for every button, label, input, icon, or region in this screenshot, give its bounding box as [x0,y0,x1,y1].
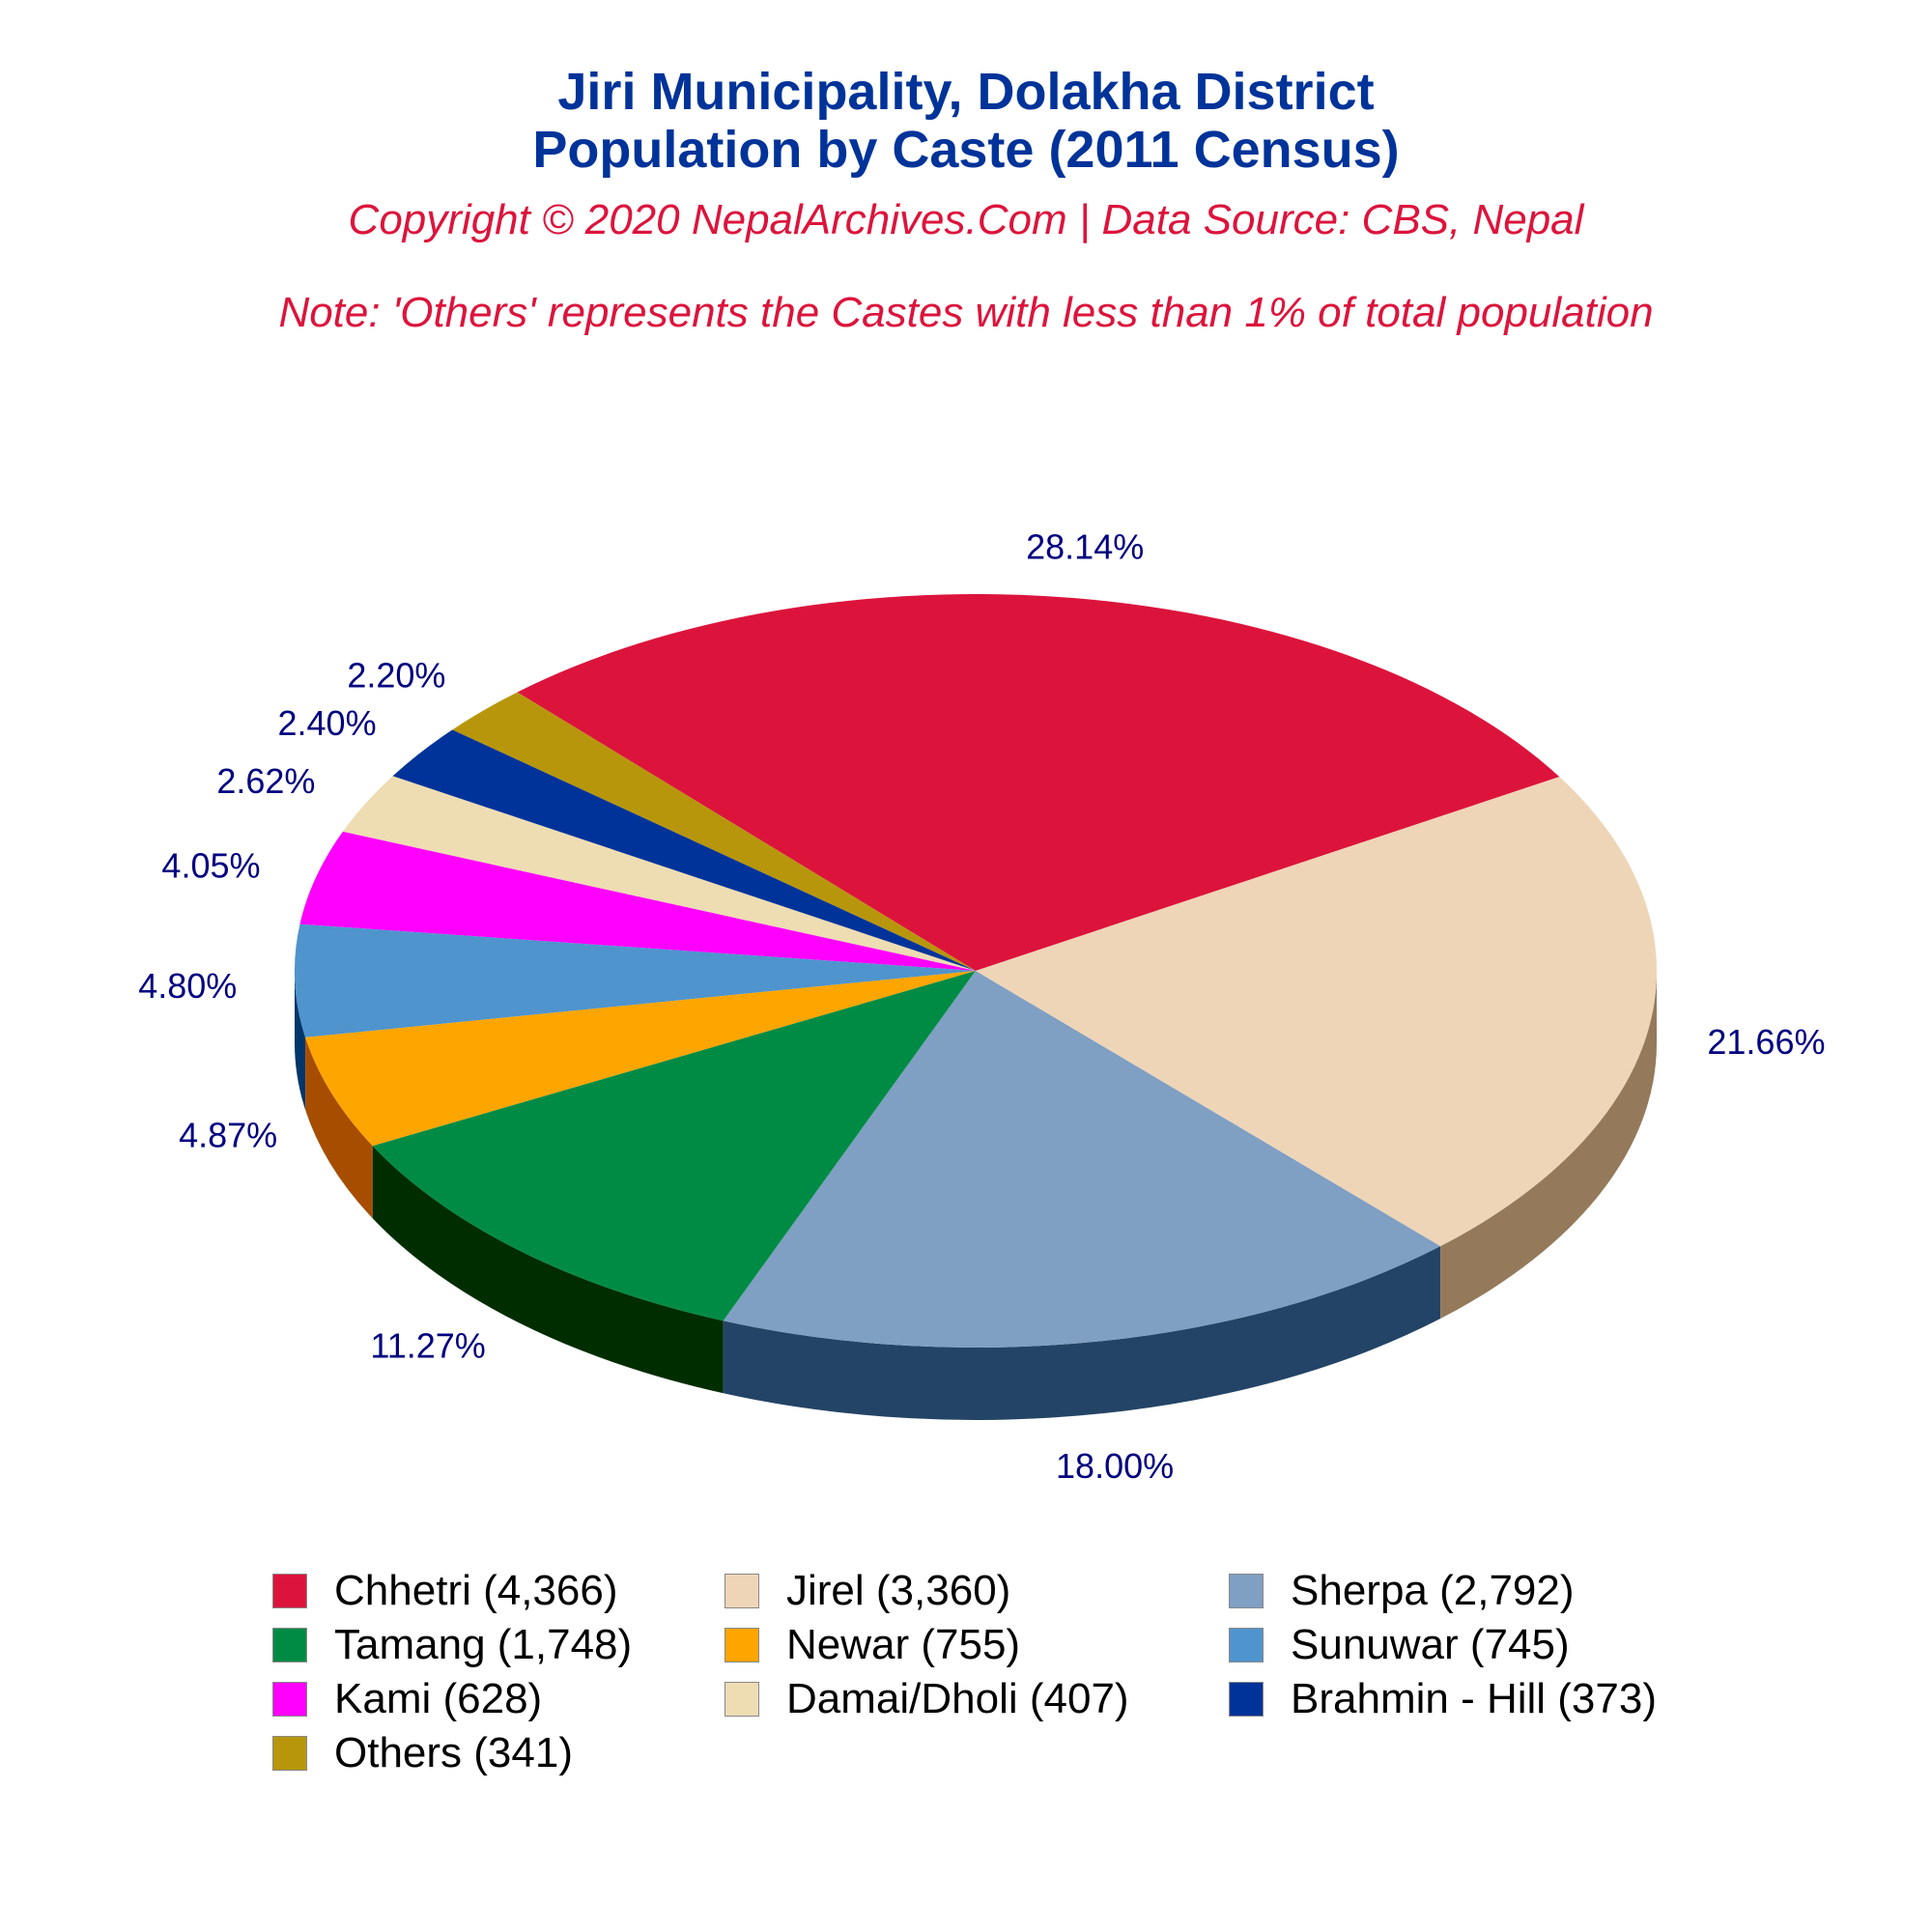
legend-swatch [272,1736,307,1771]
legend-label: Tamang (1,748) [334,1621,633,1668]
pie-slices [295,594,1658,1349]
legend-label: Jirel (3,360) [786,1567,1011,1614]
legend-swatch [1229,1682,1264,1717]
pie-slice-damai-dholi [342,776,977,971]
pct-label-sunuwar: 4.80% [138,966,237,1006]
chart-title-line2: Population by Caste (2011 Census) [532,121,1400,179]
chart-title-line1: Jiri Municipality, Dolakha District [557,63,1375,121]
legend-item-jirel: Jirel (3,360) [724,1565,1010,1617]
pct-label-sherpa: 18.00% [1056,1446,1174,1486]
note-text: Note: 'Others' represents the Castes wit… [278,289,1654,336]
pct-label-chhetri: 28.14% [1026,527,1144,567]
pie-sides [295,971,1657,1421]
legend-swatch [1229,1628,1264,1662]
pie-slice-jirel [976,777,1658,1247]
legend-item-kami: Kami (628) [272,1673,542,1725]
pie-slice-chhetri [517,594,1560,971]
pie-side-jirel [1440,971,1657,1320]
legend-item-brahmin-hill: Brahmin - Hill (373) [1229,1673,1657,1725]
legend-swatch [724,1682,759,1717]
pct-label-jirel: 21.66% [1707,1022,1825,1062]
legend-label: Sherpa (2,792) [1291,1567,1575,1614]
pie-slice-sunuwar [295,923,976,1037]
pie-slice-kami [299,831,977,971]
pie-labels: 28.14% 2.20% 2.40% 2.62% 4.05% 4.80% 4.87% 11.2… [138,527,1825,1486]
legend-swatch [272,1682,307,1717]
legend-item-damai-dholi: Damai/Dholi (407) [724,1673,1129,1725]
pie-slice-tamang [372,971,976,1321]
pie-side-sherpa [723,1246,1441,1421]
legend-swatch [272,1628,307,1662]
pct-label-brahmin-hill: 2.40% [278,703,377,743]
legend-item-tamang: Tamang (1,748) [272,1619,632,1671]
copyright-text: Copyright © 2020 NepalArchives.Com | Dat… [348,196,1584,243]
legend-item-sunuwar: Sunuwar (745) [1229,1619,1570,1671]
pie-slice-others [452,692,976,971]
legend-swatch [724,1574,759,1608]
pie-side-tamang [372,1146,724,1394]
pct-label-newar: 4.87% [179,1116,277,1155]
legend-label: Chhetri (4,366) [334,1567,618,1614]
pct-label-damai-dholi: 2.62% [216,761,315,801]
legend-item-others: Others (341) [272,1727,573,1779]
pie-side-newar [305,1037,373,1219]
legend-item-sherpa: Sherpa (2,792) [1229,1565,1575,1617]
pct-label-kami: 4.05% [161,845,260,885]
pie-slice-sherpa [723,971,1441,1349]
pie-slice-brahmin-hill [392,729,977,971]
legend-label: Kami (628) [334,1675,543,1722]
legend-swatch [724,1628,759,1662]
pie-side-sunuwar [295,971,306,1110]
pct-label-others: 2.20% [347,655,445,695]
legend-label: Brahmin - Hill (373) [1291,1675,1657,1722]
legend-label: Newar (755) [786,1621,1021,1668]
legend-item-newar: Newar (755) [724,1619,1020,1671]
pct-label-tamang: 11.27% [370,1325,485,1365]
legend-label: Sunuwar (745) [1291,1621,1570,1668]
legend-item-chhetri: Chhetri (4,366) [272,1565,617,1617]
pie-slice-newar [305,971,977,1147]
legend-label: Others (341) [334,1729,573,1776]
legend-swatch [272,1574,307,1608]
legend-label: Damai/Dholi (407) [786,1675,1129,1722]
legend-swatch [1229,1574,1264,1608]
